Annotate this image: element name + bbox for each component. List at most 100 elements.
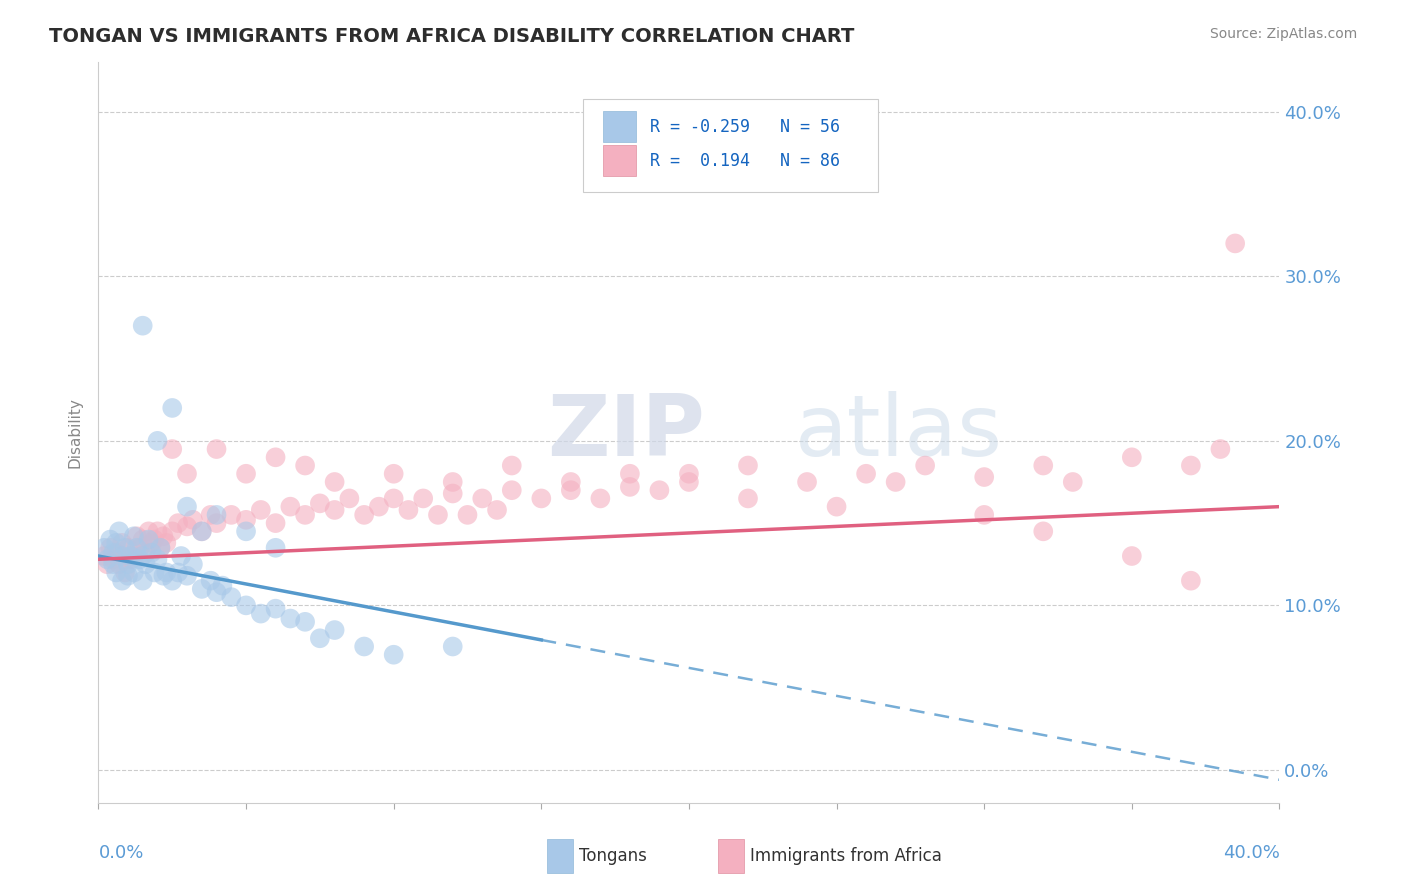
Point — [96, 552, 118, 566]
Point — [117, 541, 139, 555]
Point — [120, 552, 142, 566]
Point — [560, 483, 582, 498]
Point — [1121, 450, 1143, 465]
Point — [382, 491, 405, 506]
Point — [105, 546, 128, 560]
Point — [96, 558, 118, 572]
Point — [162, 524, 183, 539]
Point — [250, 607, 273, 621]
Point — [105, 566, 128, 580]
Point — [128, 552, 150, 566]
Point — [264, 516, 287, 530]
Point — [114, 541, 136, 555]
Point — [235, 599, 257, 613]
Point — [501, 458, 523, 473]
Point — [93, 549, 115, 563]
Point — [132, 533, 155, 547]
Point — [441, 486, 464, 500]
Point — [103, 552, 125, 566]
Bar — [547, 839, 574, 872]
Point — [162, 401, 183, 415]
Point — [973, 470, 995, 484]
Point — [1225, 236, 1247, 251]
Point — [162, 442, 183, 456]
Point — [152, 568, 174, 582]
Point — [280, 500, 302, 514]
Point — [382, 648, 405, 662]
Point — [412, 491, 434, 506]
Point — [146, 434, 169, 448]
Point — [200, 508, 222, 522]
Point — [280, 611, 302, 625]
Point — [132, 549, 155, 563]
Point — [176, 519, 198, 533]
Point — [619, 467, 641, 481]
Point — [1032, 524, 1054, 539]
Point — [294, 458, 316, 473]
Point — [170, 549, 193, 563]
Point — [122, 529, 145, 543]
Point — [135, 558, 157, 572]
Point — [98, 533, 121, 547]
Point — [149, 541, 172, 555]
Point — [181, 513, 204, 527]
Point — [309, 496, 332, 510]
Point — [530, 491, 553, 506]
Point — [114, 566, 136, 580]
Point — [167, 566, 190, 580]
Point — [122, 549, 145, 563]
Point — [191, 582, 214, 596]
Point — [108, 558, 131, 572]
Point — [737, 458, 759, 473]
Point — [138, 533, 160, 547]
Point — [1209, 442, 1232, 456]
Point — [181, 558, 204, 572]
Point — [138, 524, 160, 539]
Point — [264, 450, 287, 465]
Point — [141, 536, 163, 550]
Point — [167, 516, 190, 530]
Point — [368, 500, 391, 514]
Point — [149, 541, 172, 555]
Point — [155, 566, 177, 580]
Bar — [718, 839, 744, 872]
Point — [441, 475, 464, 489]
Point — [155, 536, 177, 550]
Point — [309, 632, 332, 646]
Point — [125, 529, 148, 543]
Point — [457, 508, 479, 522]
Point — [205, 585, 228, 599]
Point — [560, 475, 582, 489]
Point — [132, 574, 155, 588]
Point — [619, 480, 641, 494]
Point — [117, 558, 139, 572]
Point — [264, 541, 287, 555]
Point — [125, 541, 148, 555]
Point — [235, 513, 257, 527]
Text: 0.0%: 0.0% — [98, 844, 143, 862]
Point — [103, 558, 125, 572]
Point — [141, 546, 163, 560]
Point — [973, 508, 995, 522]
Point — [294, 508, 316, 522]
Point — [235, 467, 257, 481]
Point — [128, 541, 150, 555]
Point — [108, 524, 131, 539]
Point — [1062, 475, 1084, 489]
Point — [152, 529, 174, 543]
Point — [441, 640, 464, 654]
Text: R = -0.259   N = 56: R = -0.259 N = 56 — [650, 118, 839, 136]
Point — [105, 536, 128, 550]
Point — [398, 503, 420, 517]
Point — [825, 500, 848, 514]
Point — [678, 475, 700, 489]
Point — [1121, 549, 1143, 563]
Point — [427, 508, 450, 522]
Point — [353, 508, 375, 522]
Point — [1180, 458, 1202, 473]
Point — [111, 549, 134, 563]
Point — [132, 318, 155, 333]
Point — [294, 615, 316, 629]
Text: Source: ZipAtlas.com: Source: ZipAtlas.com — [1209, 27, 1357, 41]
Point — [914, 458, 936, 473]
